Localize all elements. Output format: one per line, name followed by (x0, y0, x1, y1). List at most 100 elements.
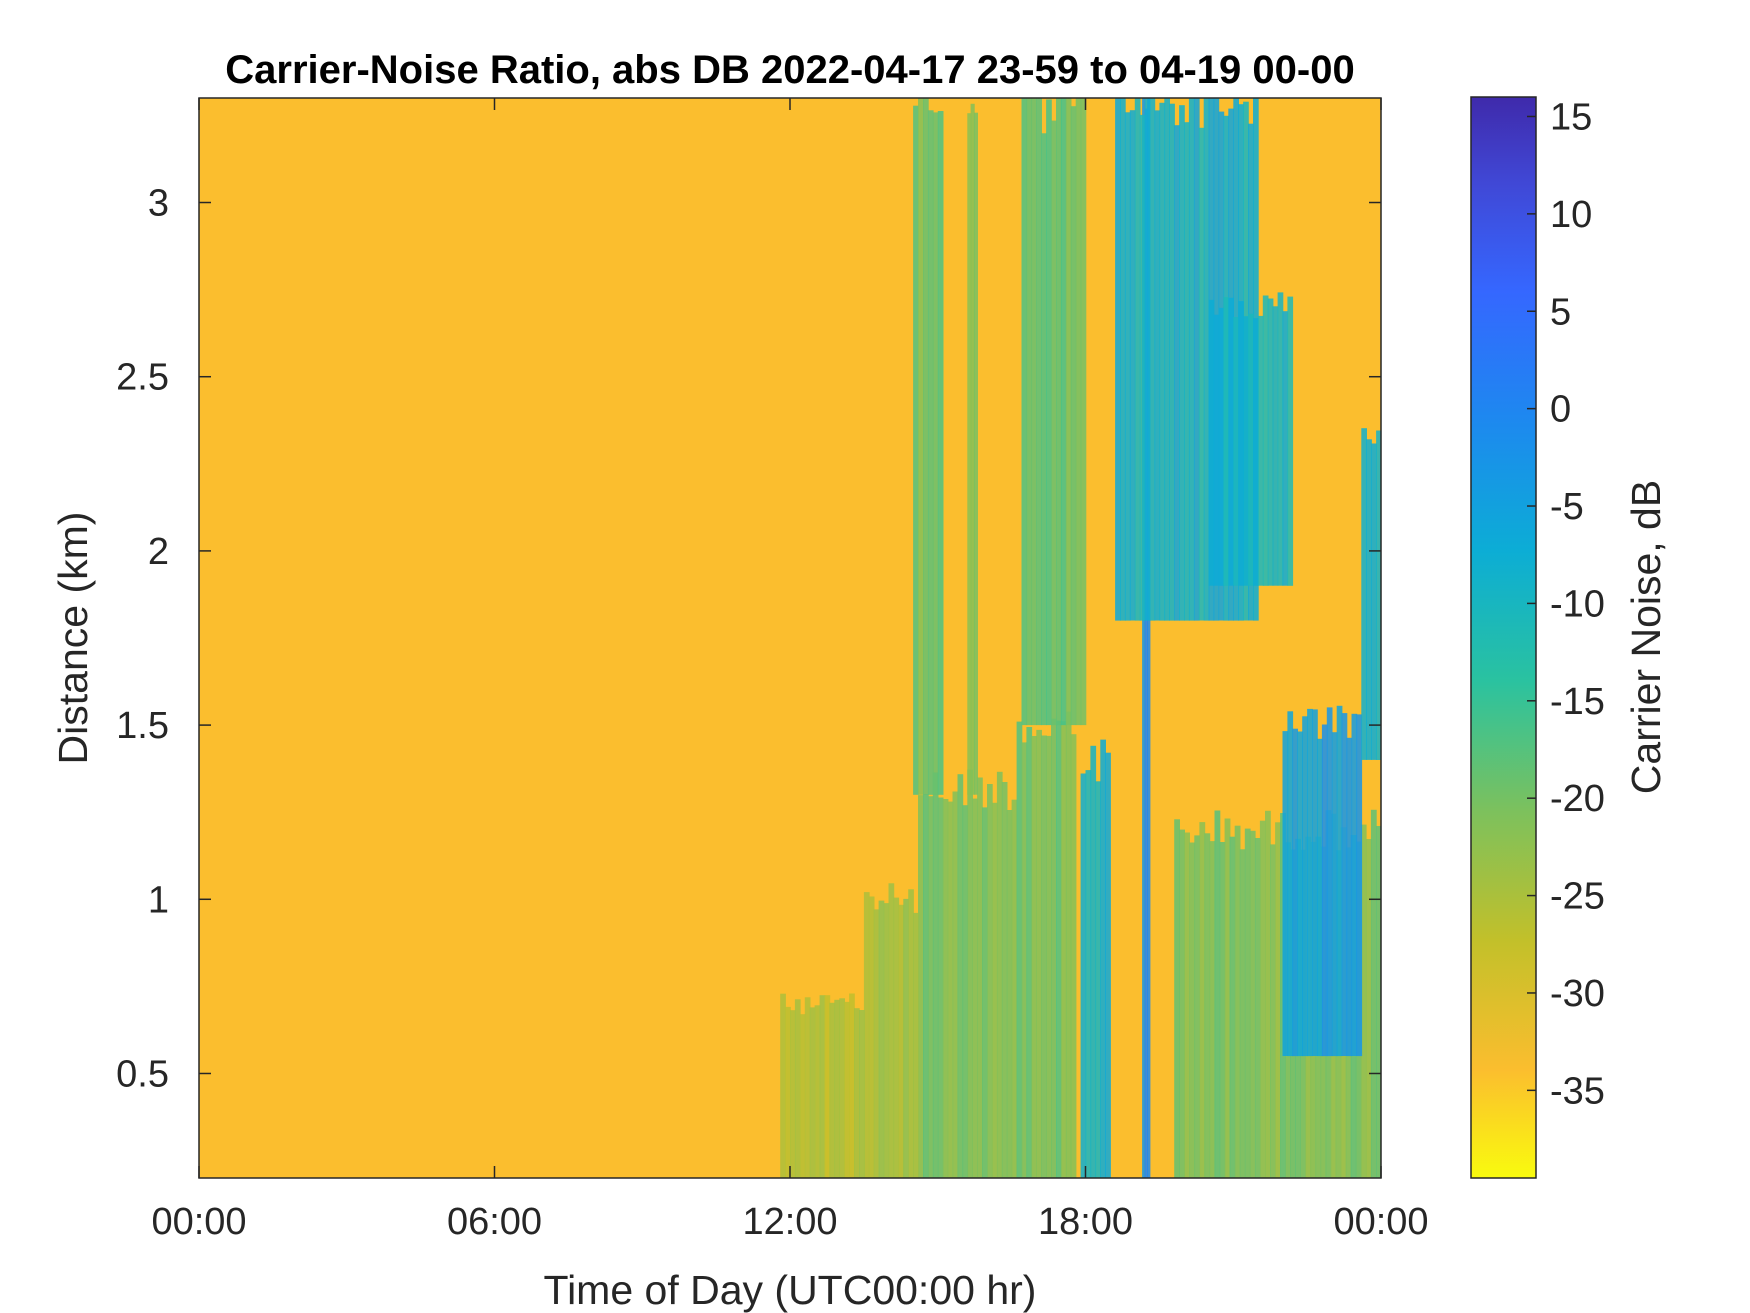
heatmap-cell (804, 997, 811, 1178)
heatmap-cell (1105, 752, 1111, 1178)
heatmap-cell (1144, 108, 1148, 1178)
heatmap-cell (1287, 296, 1294, 586)
heatmap-cell (1080, 773, 1087, 1178)
heatmap-cell (1060, 98, 1067, 726)
heatmap-cell (918, 795, 924, 1178)
heatmap-feature-plume (780, 993, 865, 1178)
heatmap-cell (1346, 737, 1353, 1057)
heatmap-cell (908, 889, 914, 1178)
heatmap-cells (780, 98, 1381, 1178)
heatmap-cell (1174, 125, 1180, 621)
heatmap-cell (1188, 98, 1195, 621)
heatmap-cell (1270, 844, 1276, 1178)
heatmap-cell (1265, 810, 1271, 1178)
heatmap-cell (1238, 301, 1244, 586)
heatmap-cell (1016, 721, 1023, 1178)
heatmap-cell (1036, 729, 1042, 1178)
colorbar-tick-label: -5 (1550, 486, 1584, 528)
heatmap-cell (962, 805, 969, 1178)
heatmap-cell (947, 801, 954, 1178)
heatmap-cell (1317, 738, 1323, 1057)
heatmap-cell (1199, 822, 1206, 1178)
heatmap-cell (1142, 98, 1146, 1178)
heatmap-cell (1070, 734, 1077, 1178)
heatmap-cell (1189, 842, 1196, 1178)
x-tick-label: 12:00 (742, 1201, 837, 1243)
heatmap-feature-band (1361, 428, 1381, 760)
heatmap-cell (1259, 820, 1266, 1178)
heatmap-cell (1277, 292, 1284, 586)
heatmap-cell (1254, 838, 1261, 1178)
heatmap-cell (898, 904, 905, 1178)
heatmap-cell (1326, 707, 1333, 1057)
heatmap-cell (1244, 828, 1251, 1178)
colorbar-ticks: 15 10 5 0 -5 -10 -15 -20 -25 -30 -35 (1527, 96, 1605, 1112)
heatmap-cell (927, 110, 934, 795)
heatmap-cell (1351, 713, 1358, 1056)
heatmap-cell (814, 1005, 821, 1178)
heatmap-cell (1184, 122, 1190, 621)
heatmap-cell (1224, 818, 1231, 1178)
y-tick-label: 1 (148, 879, 169, 921)
heatmap-cell (1213, 314, 1220, 586)
heatmap-cell (918, 98, 924, 795)
colorbar-tick-label: 5 (1550, 291, 1571, 333)
heatmap-cell (794, 999, 801, 1178)
heatmap-cell (1376, 430, 1381, 760)
colorbar-tick-label: -15 (1550, 681, 1605, 723)
heatmap-cell (1257, 315, 1264, 586)
y-axis-label: Distance (km) (50, 512, 96, 765)
heatmap-cell (913, 912, 919, 1178)
heatmap-cell (1370, 809, 1377, 1178)
heatmap-cell (809, 1007, 816, 1178)
heatmap-cell (829, 1002, 836, 1178)
heatmap-cell (1031, 736, 1037, 1178)
heatmap-cell (982, 807, 988, 1178)
heatmap-cell (888, 883, 895, 1178)
heatmap-cell (1011, 799, 1018, 1178)
colorbar-tick-label: 10 (1550, 194, 1592, 236)
y-tick-label: 2 (148, 531, 169, 573)
heatmap-cell (1134, 98, 1141, 621)
heatmap-cell (1376, 826, 1381, 1178)
heatmap-cell (903, 898, 909, 1178)
heatmap-cell (1041, 133, 1047, 726)
heatmap-cell (1371, 443, 1377, 760)
heatmap-cell (1243, 316, 1249, 586)
heatmap-cell (1248, 313, 1254, 586)
heatmap-cell (1090, 745, 1097, 1178)
heatmap-cell (1095, 781, 1101, 1178)
x-tick-label: 00:00 (1333, 1201, 1428, 1243)
x-tick-label: 00:00 (151, 1201, 246, 1243)
heatmap-cell (1139, 114, 1146, 621)
y-tick-label: 0.5 (116, 1053, 169, 1095)
colorbar-tick-label: -35 (1550, 1070, 1605, 1112)
heatmap-cell (799, 1014, 806, 1178)
heatmap-cell (970, 103, 975, 795)
heatmap-cell (859, 1010, 865, 1178)
heatmap-cell (1204, 833, 1211, 1178)
heatmap-cell (987, 784, 993, 1178)
heatmap-cell (1085, 770, 1092, 1178)
heatmap-cell (1275, 822, 1281, 1178)
heatmap-cell (1080, 98, 1087, 726)
heatmap-cell (1046, 99, 1052, 726)
heatmap-cell (819, 995, 826, 1178)
heatmap-cell (1075, 98, 1082, 726)
heatmap-cell (1297, 731, 1303, 1057)
heatmap-cell (1203, 98, 1210, 621)
colorbar-tick-label: -25 (1550, 876, 1605, 918)
colorbar-tick-label: -10 (1550, 583, 1605, 625)
heatmap-cell (1026, 727, 1033, 1178)
heatmap-cell (1356, 714, 1363, 1057)
heatmap-cell (1100, 739, 1106, 1178)
y-tick-label: 1.5 (116, 705, 169, 747)
heatmap-cell (1065, 98, 1072, 726)
heatmap-cell (849, 993, 855, 1178)
heatmap-cell (1239, 849, 1246, 1178)
heatmap-cell (824, 995, 831, 1178)
heatmap-cell (1021, 742, 1028, 1178)
colorbar-label: Carrier Noise, dB (1623, 480, 1669, 794)
heatmap-cell (844, 1001, 850, 1178)
